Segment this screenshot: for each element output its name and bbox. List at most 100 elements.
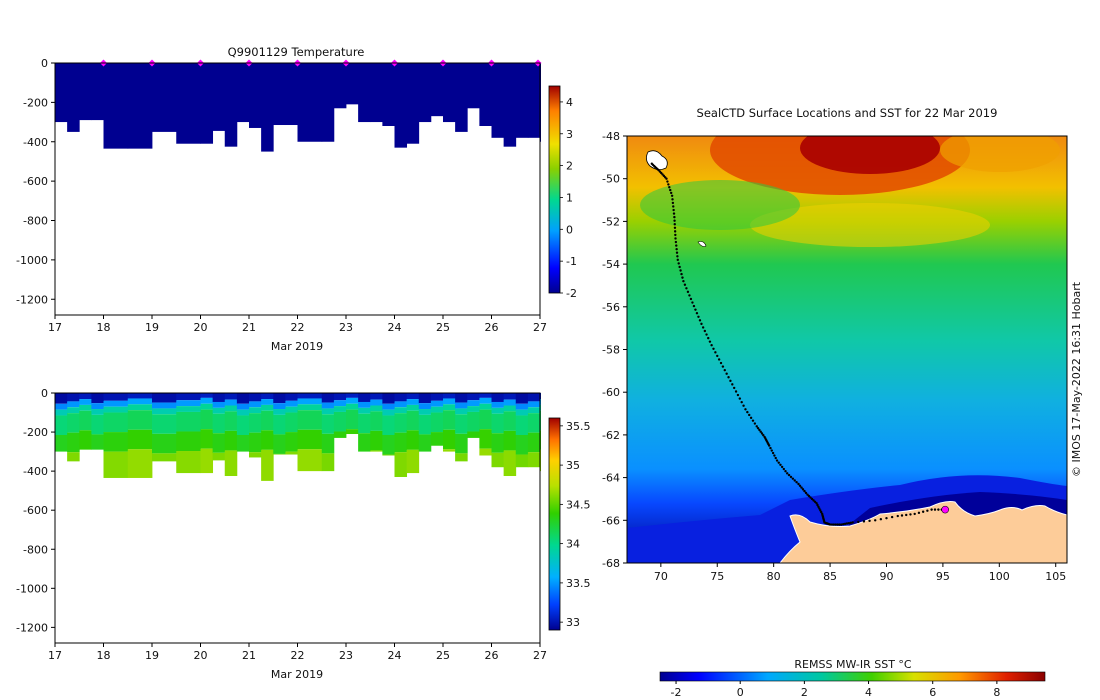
track-point: [800, 486, 803, 489]
salinity-layer: [491, 413, 505, 434]
temperature-profile: [67, 63, 80, 132]
salinity-layer: [382, 403, 395, 410]
salinity-layer: [261, 410, 274, 431]
salinity-layer: [103, 412, 129, 433]
sst-colorbar-ticks: -2 0 2 4 6 8: [671, 681, 1000, 699]
salinity-layer: [382, 415, 395, 435]
temperature-y-tick-label: -800: [23, 215, 48, 228]
salinity-layer: [212, 393, 226, 402]
track-point: [680, 272, 683, 276]
track-point: [793, 479, 796, 482]
salinity-layer: [479, 403, 492, 410]
salinity-y-tick-label: -800: [23, 543, 48, 556]
salinity-layer: [527, 393, 541, 402]
track-point: [744, 408, 747, 411]
map-y-ticks: -48 -50 -52 -54 -56 -58 -60 -62 -64 -66 -68: [602, 130, 627, 570]
salinity-layer: [273, 409, 286, 415]
track-point: [890, 515, 894, 519]
salinity-layer: [370, 450, 383, 452]
salinity-layer: [55, 415, 68, 435]
sst-map-panel: SealCTD Surface Locations and SST for 22…: [602, 106, 1083, 699]
temperature-profile: [55, 63, 68, 123]
salinity-layer: [152, 414, 177, 434]
salinity-layer: [321, 433, 335, 454]
salinity-layer: [515, 393, 529, 404]
salinity-layer: [418, 414, 432, 435]
salinity-layer: [430, 432, 444, 446]
salinity-layer: [297, 393, 323, 399]
salinity-layer: [346, 397, 359, 404]
track-point: [694, 308, 697, 311]
salinity-layer: [406, 393, 420, 400]
track-point: [913, 512, 916, 516]
salinity-layer: [79, 410, 92, 431]
salinity-x-label: Mar 2019: [271, 668, 323, 681]
salinity-layer: [455, 414, 468, 434]
salinity-layer: [382, 409, 395, 416]
salinity-layer: [503, 411, 517, 431]
temperature-profile: [346, 63, 359, 105]
salinity-layer: [212, 401, 226, 408]
temperature-colorbar-tick-label: -2: [566, 287, 577, 300]
track-point: [673, 223, 676, 226]
salinity-x-tick-label: 17: [48, 649, 62, 662]
salinity-layer: [200, 429, 214, 449]
salinity-layer: [455, 393, 468, 403]
salinity-layer: [212, 407, 226, 414]
temperature-x-tick-label: 27: [533, 321, 547, 334]
salinity-layer: [358, 433, 371, 452]
temperature-x-tick-label: 22: [291, 321, 305, 334]
track-point: [707, 336, 710, 340]
map-x-tick-label: 90: [879, 570, 893, 583]
track-point: [674, 240, 678, 244]
salinity-layer: [224, 450, 238, 477]
salinity-x-tick-label: 21: [242, 649, 256, 662]
temperature-colorbar-tick-label: -1: [566, 255, 577, 268]
track-point: [755, 425, 758, 428]
salinity-layer: [515, 434, 529, 455]
salinity-layer: [382, 454, 395, 456]
salinity-layer: [394, 393, 408, 402]
salinity-layer: [273, 403, 286, 410]
sst-colorbar-label: REMSS MW-IR SST °C: [794, 658, 912, 671]
salinity-layer: [321, 453, 335, 472]
track-point: [681, 276, 684, 279]
salinity-layer: [200, 409, 214, 430]
map-y-tick-label: -58: [602, 344, 620, 357]
salinity-layer: [273, 393, 286, 404]
track-point: [832, 523, 836, 526]
temperature-colorbar-tick-label: 3: [566, 128, 573, 141]
salinity-layer: [176, 400, 201, 407]
salinity-layer: [297, 429, 323, 450]
salinity-layer: [370, 411, 383, 431]
track-point: [795, 481, 798, 484]
salinity-layer: [443, 429, 456, 450]
temperature-profile: [467, 63, 480, 109]
track-point: [671, 201, 675, 205]
track-point: [723, 368, 726, 372]
track-point: [725, 372, 728, 375]
temperature-profile: [503, 63, 517, 147]
salinity-panel: 17 18 19 20 21 22 23 24 25 26 27 0 -200 -400 -600 -800…: [16, 387, 590, 681]
track-point: [665, 177, 668, 180]
temperature-profile: [491, 63, 505, 138]
track-point: [673, 226, 677, 230]
temperature-profile: [261, 63, 274, 152]
track-point: [900, 514, 904, 517]
map-x-tick-label: 70: [654, 570, 668, 583]
salinity-layer: [176, 393, 201, 401]
track-point: [672, 205, 675, 208]
track-point: [921, 510, 925, 513]
temperature-profile: [370, 63, 383, 123]
salinity-layer: [515, 409, 529, 416]
salinity-layer: [55, 403, 68, 410]
salinity-layer: [176, 451, 201, 474]
salinity-layer: [79, 399, 92, 405]
salinity-layer: [127, 410, 153, 430]
track-point: [843, 522, 847, 526]
salinity-layer: [491, 452, 505, 468]
map-x-tick-label: 80: [767, 570, 781, 583]
salinity-colorbar-tick-label: 34: [566, 538, 580, 551]
track-point: [738, 397, 742, 400]
salinity-layer: [358, 407, 371, 414]
